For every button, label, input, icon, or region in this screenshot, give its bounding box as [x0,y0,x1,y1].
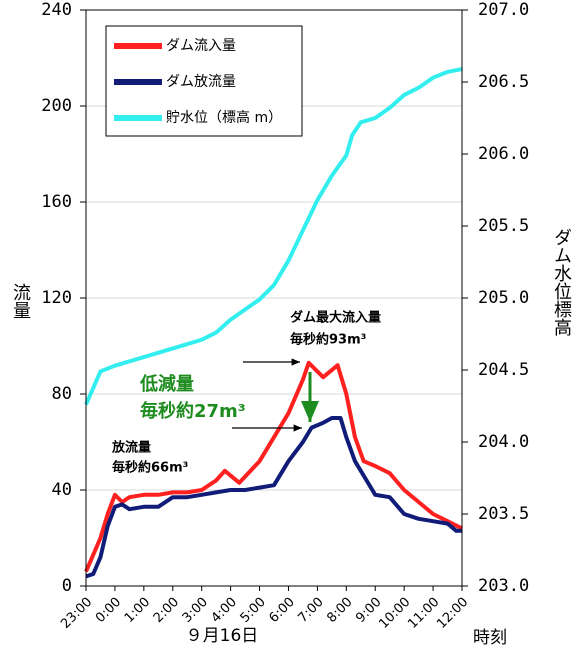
annotation: 放流量 [111,440,151,456]
y2-tick-label: 206.5 [478,72,529,92]
y-tick-label: 40 [52,480,72,500]
annotation: 毎秒約27m³ [140,400,246,422]
series-line [84,360,463,573]
x-tick-label: 6:00 [267,595,298,626]
y2-tick-label: 206.0 [478,144,529,164]
legend-label: ダム流入量 [166,38,236,54]
x-tick-label: 4:00 [209,595,240,626]
x-tick-label: 11:00 [405,595,442,632]
y2-tick-label: 203.0 [478,576,529,596]
series-line [84,67,463,406]
x-tick-label: 8:00 [324,595,355,626]
y2-tick-label: 205.0 [478,288,529,308]
y2-tick-label: 204.0 [478,432,529,452]
y-tick-label: 240 [41,0,72,20]
y2-tick-label: 204.5 [478,360,529,380]
x-tick-label: 23:00 [58,595,95,632]
x-tick-label: 3:00 [180,595,211,626]
y2-axis-label: ダム水位標高 [551,228,572,337]
x-tick-label: 0:00 [93,595,124,626]
annotation: ダム最大流入量 [290,310,381,326]
annotation: 低減量 [139,373,194,395]
y-tick-label: 80 [52,384,72,404]
y-tick-label: 160 [41,192,72,212]
y-tick-label: 120 [41,288,72,308]
x-tick-label: 5:00 [238,595,269,626]
y-tick-label: 200 [41,96,72,116]
x-tick-label: 7:00 [295,595,326,626]
x-tick-label: 10:00 [376,595,413,632]
legend-label: 貯水位（標高 m） [166,109,282,126]
y2-tick-label: 203.5 [478,504,529,524]
y-tick-label: 0 [62,576,72,596]
annotation: 毎秒約93m³ [290,332,366,348]
x-axis-label: 時刻 [473,628,507,648]
x-tick-label: 12:00 [434,595,471,632]
series-line [85,416,462,579]
y2-tick-label: 205.5 [478,216,529,236]
y2-tick-label: 207.0 [478,0,529,20]
annotation: 毎秒約66m³ [112,460,188,476]
x-tick-label: 2:00 [151,595,182,626]
x-tick-label: 1:00 [122,595,153,626]
x-axis-label: ９月16日 [186,626,259,646]
y-axis-label: 流量 [10,283,31,319]
legend-label: ダム放流量 [166,74,236,90]
